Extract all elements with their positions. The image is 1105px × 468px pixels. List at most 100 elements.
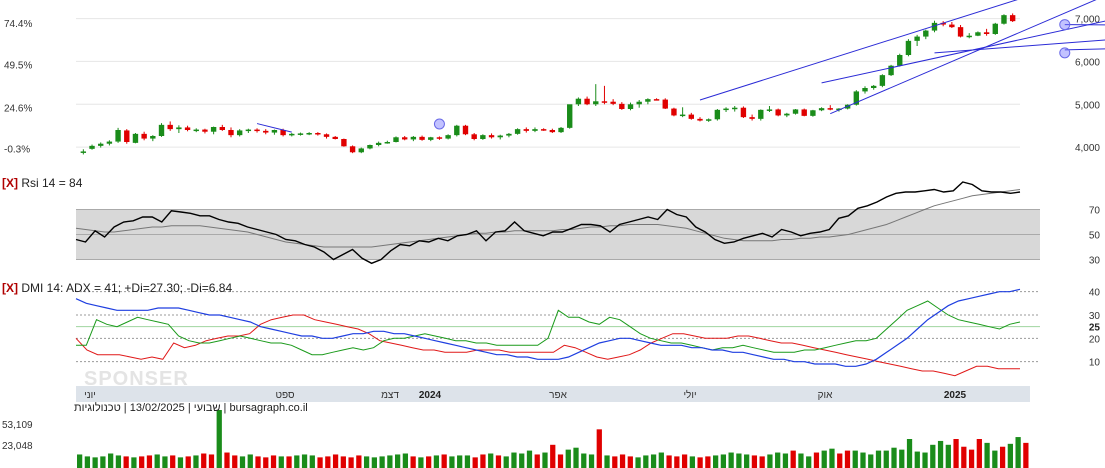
time-axis-label: יוני	[84, 390, 96, 401]
candle	[549, 128, 556, 133]
candle	[375, 141, 382, 147]
volume-bar	[813, 452, 820, 468]
candle	[610, 99, 616, 106]
rsi-line	[75, 181, 1021, 265]
volume-bar	[154, 454, 160, 468]
volume-bar	[705, 456, 711, 468]
candle-body	[558, 127, 564, 133]
volume-bar	[860, 452, 866, 468]
candle-body	[245, 129, 252, 132]
candle-body	[289, 133, 295, 136]
candle	[758, 109, 764, 121]
volume-bar	[550, 444, 556, 468]
candle-body	[775, 109, 781, 116]
volume-bar	[170, 455, 176, 468]
volume-bar	[325, 456, 331, 468]
candle	[176, 125, 182, 133]
time-axis-label: 2025	[944, 390, 967, 401]
candle	[514, 128, 521, 135]
candle	[905, 39, 912, 57]
candle-body	[315, 133, 321, 135]
candle-body	[949, 24, 955, 28]
candle-body	[124, 130, 130, 142]
candle	[732, 106, 738, 112]
candle	[714, 109, 721, 121]
candle	[402, 136, 408, 141]
volume-bar	[666, 455, 672, 468]
volume-bar	[92, 457, 98, 468]
candle-body	[627, 104, 634, 109]
candle-body	[784, 113, 790, 116]
dmi-close-button[interactable]: [X]	[2, 281, 18, 295]
dmi-axis-label: 10	[1089, 358, 1101, 369]
volume-bar	[852, 450, 858, 468]
trend-channel-line	[821, 20, 1105, 84]
volume-bar	[744, 454, 750, 468]
candle-body	[645, 99, 651, 102]
candle-body	[219, 127, 225, 130]
volume-bar	[937, 440, 944, 468]
percent-axis-label: -0.3%	[4, 144, 30, 155]
candle-body	[98, 143, 104, 146]
candle	[436, 136, 443, 140]
volume-bar	[100, 456, 106, 468]
volume-bar	[581, 453, 587, 468]
candle-body	[792, 109, 799, 114]
volume-bar	[317, 457, 323, 468]
candle	[697, 117, 703, 122]
volume-bar	[464, 455, 471, 468]
volume-bar	[449, 456, 455, 468]
candle	[462, 124, 469, 136]
candle-body	[445, 135, 451, 139]
candle-body	[480, 135, 486, 139]
price-axis-label: 5,000	[1075, 100, 1100, 111]
volume-bar	[123, 456, 129, 468]
candle-body	[593, 101, 599, 105]
candle-body	[349, 146, 356, 153]
volume-bar	[278, 456, 284, 468]
volume-bar	[697, 457, 703, 468]
volume-bar	[301, 454, 308, 468]
volume-bar	[759, 456, 765, 468]
adx-line	[75, 288, 1021, 367]
candle-body	[723, 108, 729, 111]
dmi-axis-label: 40	[1089, 288, 1101, 299]
volume-bar	[999, 446, 1006, 468]
volume-bar	[891, 447, 897, 468]
candle-body	[323, 134, 330, 137]
volume-bar	[77, 454, 83, 468]
rsi-average-line	[75, 189, 1021, 248]
candle	[619, 102, 625, 110]
candle-body	[601, 101, 608, 103]
candle	[315, 132, 321, 136]
candle	[992, 22, 998, 35]
volume-bar	[875, 450, 882, 468]
volume-bar	[658, 452, 664, 468]
candle	[827, 105, 833, 111]
candle	[384, 140, 391, 144]
volume-bar	[426, 456, 432, 468]
volume-bar	[596, 429, 602, 468]
candle-body	[575, 98, 582, 105]
volume-bar	[899, 449, 905, 468]
percent-axis-label: 49.5%	[4, 60, 32, 71]
candle	[488, 133, 495, 139]
candle-body	[940, 22, 946, 25]
volume-bar	[534, 454, 540, 468]
volume-bar	[356, 455, 362, 468]
candle-body	[497, 135, 503, 138]
volume-bar	[115, 455, 122, 468]
candle-body	[540, 129, 547, 131]
rsi-close-button[interactable]: [X]	[2, 176, 18, 190]
candle-body	[679, 114, 686, 117]
candle-body	[228, 130, 234, 136]
candle-body	[393, 137, 399, 142]
volume-bar	[922, 452, 928, 468]
candle	[558, 127, 564, 133]
volume-bar	[208, 454, 215, 468]
volume-bar	[557, 454, 564, 468]
rsi-axis-label: 50	[1089, 231, 1101, 242]
candle-body	[836, 108, 842, 111]
candle	[601, 85, 608, 105]
